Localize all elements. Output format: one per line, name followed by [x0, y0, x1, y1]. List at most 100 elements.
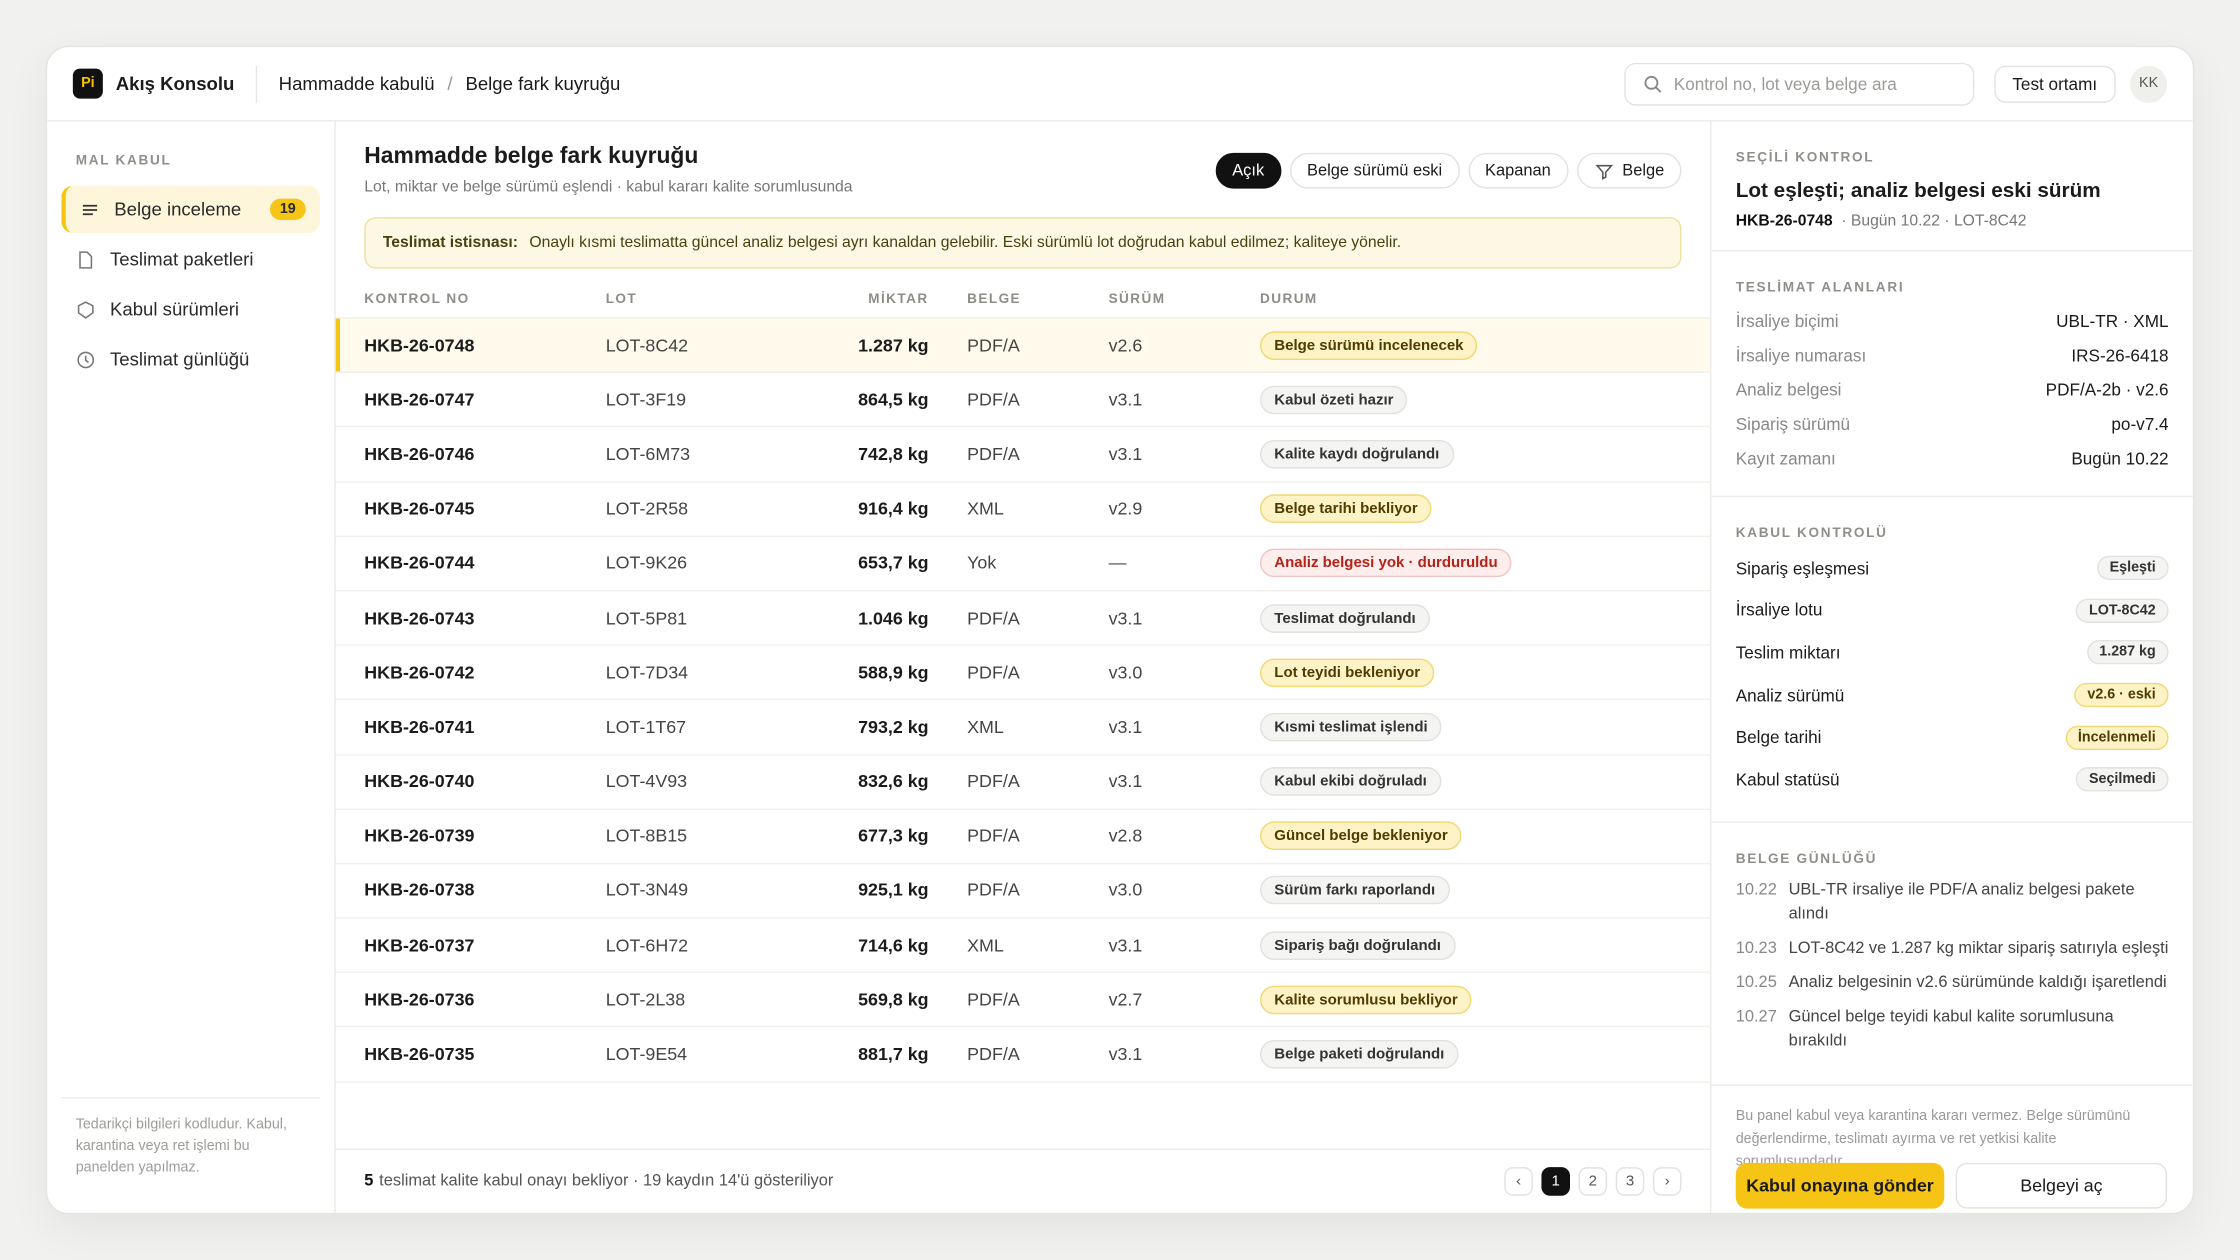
table-cell: HKB-26-0747 — [364, 389, 475, 410]
page-prev[interactable]: ‹ — [1504, 1167, 1533, 1196]
table-row[interactable]: HKB-26-0737 LOT-6H72 714,6 kg XML v3.1 Sipari… — [335, 919, 1710, 974]
notice: Teslimat istisnası: Onaylı kısmi teslimat… — [364, 217, 1682, 269]
filter-icon — [1594, 164, 1613, 180]
check-row: İrsaliye lotu LOT-8C42 — [1736, 589, 2169, 631]
filter-button[interactable]: Belge sürümü eski — [1289, 152, 1460, 189]
field-row: Analiz belgesi PDF/A-2b · v2.6 — [1736, 373, 2169, 407]
section-label: SEÇİLİ KONTROL — [1735, 149, 1875, 166]
table-cell: HKB-26-0738 — [364, 880, 475, 901]
log-section: BELGE GÜNLÜĞÜ 10.22 UBL-TR irsaliye ile PD… — [1711, 822, 2193, 1086]
status-pill: Kabul özeti hazır — [1259, 385, 1408, 414]
check-row: Belge tarihi İncelenmeli — [1736, 716, 2169, 758]
table-cell: PDF/A — [967, 335, 1020, 356]
table-row[interactable]: HKB-26-0745 LOT-2R58 916,4 kg XML v2.9 Belge … — [335, 482, 1710, 537]
table-row[interactable]: HKB-26-0742 LOT-7D34 588,9 kg PDF/A v3.0 Lot … — [335, 646, 1710, 701]
nav-item[interactable]: Kabul sürümleri — [61, 286, 320, 333]
table-cell: HKB-26-0737 — [364, 935, 475, 956]
log-row: 10.22 UBL-TR irsaliye ile PDF/A analiz be… — [1736, 878, 2169, 927]
column-header: KONTROL NO — [364, 291, 470, 308]
status-cell: Güncel belge bekleniyor — [1259, 821, 1710, 851]
table-cell: LOT-8C42 — [605, 335, 689, 356]
primary-button[interactable]: Kabul onayına gönder — [1735, 1162, 1945, 1209]
check-row: Sipariş eşleşmesi Eşleşti — [1736, 547, 2169, 589]
table-row[interactable]: HKB-26-0739 LOT-8B15 677,3 kg PDF/A v2.8 Günc… — [335, 810, 1710, 865]
status-pill: Güncel belge bekleniyor — [1259, 821, 1462, 851]
check-pill: 1.287 kg — [2086, 640, 2169, 665]
table-cell: 832,6 kg — [858, 771, 929, 792]
search-icon — [1643, 75, 1661, 93]
table-row[interactable]: HKB-26-0736 LOT-2L38 569,8 kg PDF/A v2.7 Kali… — [335, 973, 1710, 1028]
filter-button[interactable]: Açık — [1215, 152, 1282, 189]
breadcrumb[interactable]: Hammadde kabulü — [278, 72, 435, 95]
status-pill: Belge paketi doğrulandı — [1259, 1040, 1459, 1069]
status-pill: Kalite sorumlusu bekliyor — [1259, 985, 1472, 1015]
page-next[interactable]: › — [1652, 1167, 1682, 1196]
check-row: Teslim miktarı 1.287 kg — [1736, 632, 2169, 674]
check-label: Analiz sürümü — [1735, 685, 1845, 706]
table-cell: v3.1 — [1108, 717, 1143, 738]
search[interactable]: Kontrol no, lot veya belge ara — [1623, 62, 1974, 105]
table-cell: v3.1 — [1108, 607, 1143, 628]
table-cell: LOT-9K26 — [605, 553, 688, 574]
log-text: Güncel belge teyidi kabul kalite sorumlu… — [1788, 1007, 2114, 1050]
table-cell: PDF/A — [967, 389, 1020, 410]
avatar[interactable]: KK — [2129, 64, 2168, 103]
status-pill: Kısmi teslimat işlendi — [1259, 712, 1442, 742]
check-row: Kabul statüsü Seçilmedi — [1736, 759, 2169, 801]
status-cell: Kalite kaydı doğrulandı — [1259, 439, 1710, 469]
status-cell: Kalite sorumlusu bekliyor — [1259, 985, 1710, 1015]
check-pill: Seçilmedi — [2076, 767, 2169, 792]
log-time: 10.27 — [1735, 1007, 1777, 1026]
page-number[interactable]: 2 — [1578, 1167, 1608, 1196]
table-cell: 569,8 kg — [858, 989, 929, 1010]
field-label: Analiz belgesi — [1735, 379, 1842, 400]
field-value: IRS-26-6418 — [2071, 345, 2169, 366]
table-cell: 677,3 kg — [858, 826, 929, 847]
status-cell: Sürüm farkı raporlandı — [1259, 876, 1710, 905]
filter-label: Belge sürümü eski — [1307, 162, 1443, 180]
nav-icon — [77, 300, 94, 319]
status-cell: Belge tarihi bekliyor — [1259, 494, 1710, 524]
table-row[interactable]: HKB-26-0747 LOT-3F19 864,5 kg PDF/A v3.1 Kabu… — [335, 373, 1710, 428]
page-number[interactable]: 3 — [1615, 1167, 1645, 1196]
panel-note: Bu panel kabul veya karantina kararı ver… — [1735, 1107, 2131, 1170]
field-value: UBL-TR · XML — [2056, 311, 2169, 332]
table-row[interactable]: HKB-26-0744 LOT-9K26 653,7 kg Yok — Analiz be… — [335, 537, 1710, 592]
nav-item[interactable]: Belge inceleme 19 — [61, 185, 320, 233]
table-row[interactable]: HKB-26-0748 LOT-8C42 1.287 kg PDF/A v2.6 Belg… — [335, 318, 1710, 374]
table-row[interactable]: HKB-26-0735 LOT-9E54 881,7 kg PDF/A v3.1 Belg… — [335, 1028, 1710, 1083]
table-cell: v3.1 — [1108, 1044, 1143, 1065]
table-cell: 1.287 kg — [858, 335, 929, 356]
table-cell: PDF/A — [967, 662, 1020, 683]
table-header: KONTROL NO LOT MİKTAR BELGE SÜRÜM DURUM — [335, 281, 1710, 319]
table-row[interactable]: HKB-26-0746 LOT-6M73 742,8 kg PDF/A v3.1 Kali… — [335, 428, 1710, 483]
breadcrumb: Belge fark kuyruğu — [465, 72, 621, 95]
status-cell: Belge sürümü incelenecek — [1259, 330, 1710, 360]
filter-button[interactable]: Kapanan — [1467, 152, 1568, 189]
nav-item[interactable]: Teslimat paketleri — [61, 236, 320, 283]
table-row[interactable]: HKB-26-0741 LOT-1T67 793,2 kg XML v3.1 Kısmi … — [335, 700, 1710, 755]
page-number[interactable]: 1 — [1541, 1167, 1570, 1196]
field-label: Kayıt zamanı — [1735, 448, 1836, 469]
table-cell: LOT-3N49 — [605, 880, 689, 901]
column-header: SÜRÜM — [1108, 291, 1166, 308]
env-button[interactable]: Test ortamı — [1993, 64, 2116, 103]
detail-id: HKB-26-0748 — [1735, 212, 1833, 230]
secondary-button[interactable]: Belgeyi aç — [1955, 1162, 2168, 1209]
filter-label: Açık — [1232, 162, 1265, 180]
status-cell: Kabul ekibi doğruladı — [1259, 767, 1710, 796]
app-name[interactable]: Akış Konsolu — [115, 72, 235, 95]
filter-label: Kapanan — [1485, 162, 1551, 180]
table-cell: LOT-6H72 — [605, 935, 689, 956]
table-row[interactable]: HKB-26-0740 LOT-4V93 832,6 kg PDF/A v3.1 Kabu… — [335, 755, 1710, 810]
table-cell: HKB-26-0742 — [364, 662, 475, 683]
table-cell: 881,7 kg — [858, 1044, 929, 1065]
table-row[interactable]: HKB-26-0738 LOT-3N49 925,1 kg PDF/A v3.0 Sürü… — [335, 864, 1710, 919]
section-label: KABUL KONTROLÜ — [1735, 525, 1888, 542]
table-row[interactable]: HKB-26-0743 LOT-5P81 1.046 kg PDF/A v3.1 Tesl… — [335, 591, 1710, 646]
filter-button[interactable]: Belge — [1576, 152, 1682, 189]
top-bar: Pi Akış Konsolu Hammadde kabulü / Belge fark… — [47, 47, 2193, 122]
status-pill: Belge tarihi bekliyor — [1259, 494, 1432, 524]
nav-item[interactable]: Teslimat günlüğü — [61, 336, 320, 383]
